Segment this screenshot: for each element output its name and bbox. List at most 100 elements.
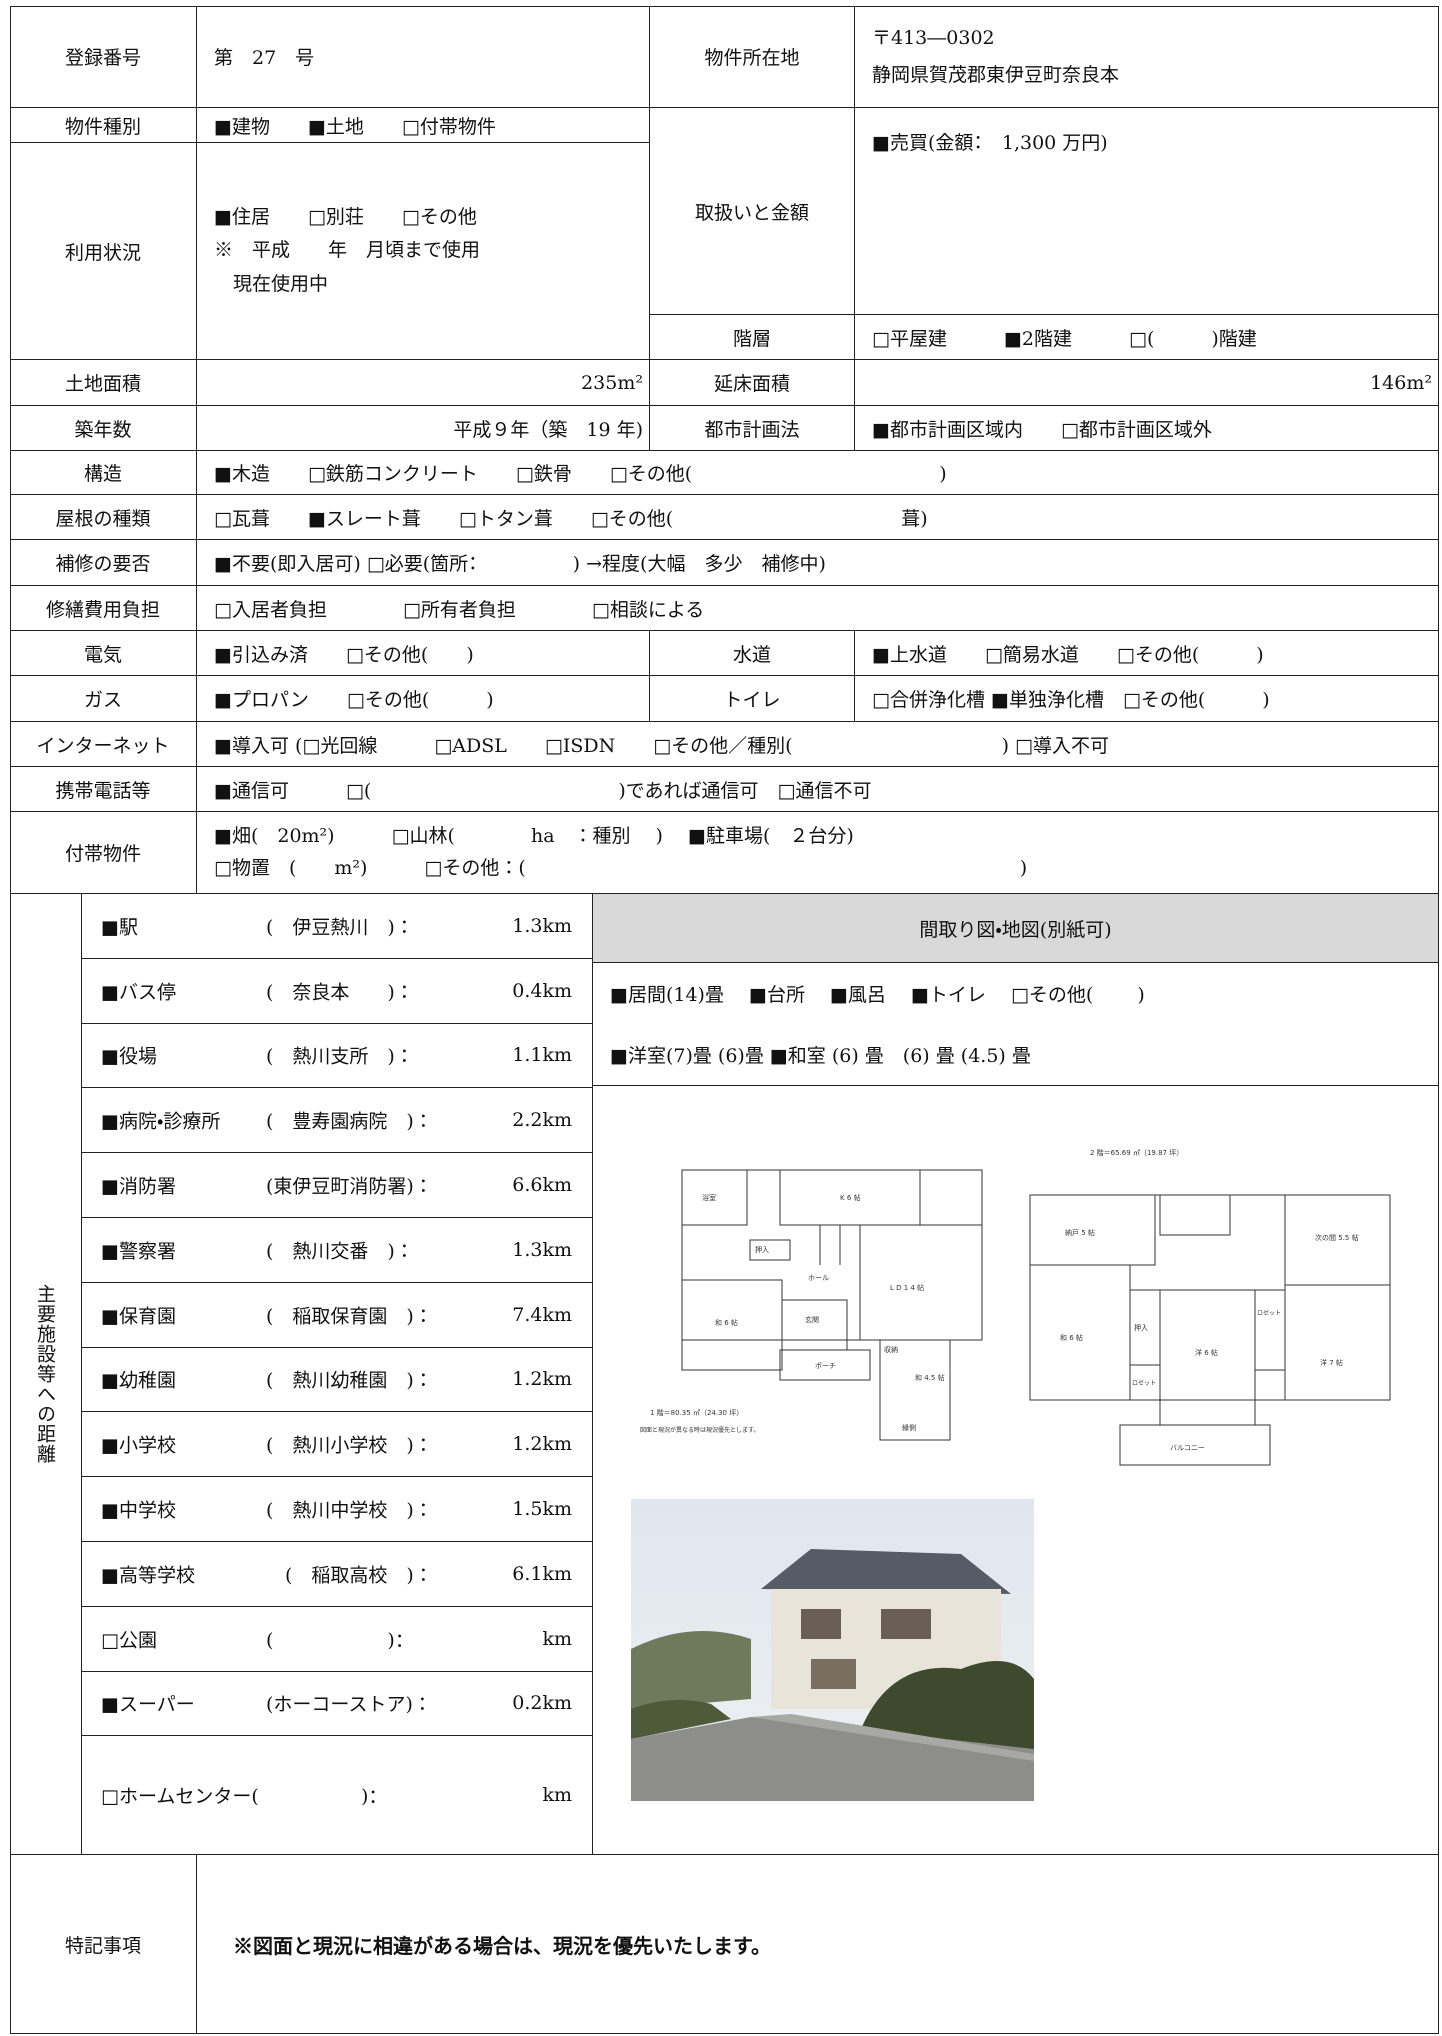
room-label: ロゼット bbox=[1132, 1379, 1156, 1387]
room-label: 収納 bbox=[884, 1345, 898, 1354]
value: ■洋室(7)畳 (6)畳 ■和室 (6) 畳 (6) 畳 (4.5) 畳 bbox=[593, 1024, 1439, 1086]
distance-name: ■病院・診療所 bbox=[101, 1110, 221, 1133]
distance-distance: 1.2km bbox=[512, 1368, 572, 1391]
distance-row: ■警察署 ( 熱川交番 )： 1.3km bbox=[82, 1218, 593, 1283]
distance-row: ■スーパー (ホーコーストア)： 0.2km bbox=[82, 1671, 593, 1737]
value: □瓦葺 ■スレート葺 □トタン葺 □その他( 葺) bbox=[197, 495, 1439, 540]
label: 電気 bbox=[10, 631, 197, 676]
label: 階層 bbox=[650, 315, 855, 360]
distance-name: ■役場 bbox=[101, 1045, 157, 1068]
distance-place: ( 熱川交番 )： bbox=[266, 1240, 414, 1263]
distance-row: ■駅 ( 伊豆熱川 )： 1.3km bbox=[82, 894, 593, 959]
distance-place: ( 稲取保育園 )： bbox=[266, 1305, 433, 1328]
distance-distance: 6.6km bbox=[512, 1174, 572, 1197]
room-label: バルコニー bbox=[1170, 1444, 1205, 1452]
label: 補修の要否 bbox=[10, 540, 197, 586]
caption: 2 階＝65.69 ㎡（19.87 坪） bbox=[1090, 1148, 1183, 1157]
value: 146m² bbox=[855, 360, 1439, 406]
label: 物件種別 bbox=[10, 108, 197, 143]
form-frame bbox=[10, 6, 1439, 2034]
label: 土地面積 bbox=[10, 360, 197, 406]
distance-row: ■中学校 ( 熱川中学校 )： 1.5km bbox=[82, 1477, 593, 1542]
room-label: 次の間 5.5 帖 bbox=[1315, 1233, 1359, 1242]
distance-row: ■病院・診療所 ( 豊寿園病院 )： 2.2km bbox=[82, 1088, 593, 1154]
distance-name: ■警察署 bbox=[101, 1240, 176, 1263]
value: ■住居 □別荘 □その他 ※ 平成 年 月頃まで使用 現在使用中 bbox=[197, 143, 650, 360]
value: ■木造 □鉄筋コンクリート □鉄骨 □その他( ) bbox=[197, 451, 1439, 495]
distance-distance: 2.2km bbox=[512, 1109, 572, 1132]
distance-place: ( 熱川中学校 )： bbox=[266, 1499, 433, 1522]
image-area bbox=[593, 1086, 1439, 1855]
caption: 1 階＝80.35 ㎡（24.30 坪） bbox=[650, 1408, 743, 1417]
room-label: K 6 帖 bbox=[840, 1193, 861, 1202]
distance-name: □ホームセンター( bbox=[101, 1785, 259, 1808]
label: 付帯物件 bbox=[10, 812, 197, 894]
line: ※ 平成 年 月頃まで使用 bbox=[214, 239, 481, 262]
distance-name: ■消防署 bbox=[101, 1175, 176, 1198]
distance-name: ■保育園 bbox=[101, 1305, 176, 1328]
address: 静岡県賀茂郡東伊豆町奈良本 bbox=[872, 63, 1120, 86]
distance-name: ■駅 bbox=[101, 916, 138, 939]
label: 利用状況 bbox=[10, 143, 197, 360]
value: 平成９年（築 19 年) bbox=[197, 406, 650, 451]
vertical-label: 主要施設等への距離 bbox=[10, 894, 82, 1855]
value: ■通信可 □( )であれば通信可 □通信不可 bbox=[197, 767, 1439, 812]
distance-name: ■高等学校 bbox=[101, 1564, 195, 1587]
line: ■畑( 20m²) □山林( ha ：種別 ) ■駐車場( ２台分) bbox=[214, 825, 854, 848]
value: □入居者負担 □所有者負担 □相談による bbox=[197, 586, 1439, 631]
room-label: ポーチ bbox=[815, 1362, 836, 1370]
room-label: 洋 6 帖 bbox=[1195, 1348, 1218, 1357]
distance-distance: km bbox=[542, 1784, 572, 1807]
label: 登録番号 bbox=[10, 6, 197, 108]
distance-distance: 1.3km bbox=[512, 914, 572, 937]
distance-row: □公園 ( )： km bbox=[82, 1606, 593, 1672]
distance-row: ■高等学校 ( 稲取高校 )： 6.1km bbox=[82, 1542, 593, 1607]
postal: 〒413―0302 bbox=[872, 27, 995, 50]
value: 〒413―0302 静岡県賀茂郡東伊豆町奈良本 bbox=[855, 6, 1439, 108]
note: 図面と現況が異なる時は現況優先とします。 bbox=[640, 1426, 759, 1434]
label: ガス bbox=[10, 676, 197, 722]
distance-place: )： bbox=[266, 1785, 388, 1808]
distance-distance: 1.1km bbox=[512, 1044, 572, 1067]
room-label: ロゼット bbox=[1257, 1309, 1281, 1317]
distance-name: ■小学校 bbox=[101, 1434, 176, 1457]
value: ■引込み済 □その他( ) bbox=[197, 631, 650, 676]
room-label: 和 4.5 帖 bbox=[915, 1373, 945, 1382]
distance-distance: 0.4km bbox=[512, 979, 572, 1002]
line: □物置 ( m²) □その他：( ) bbox=[214, 856, 1028, 879]
value: ■都市計画区域内 □都市計画区域外 bbox=[855, 406, 1439, 451]
distance-row: □ホームセンター( )： km bbox=[82, 1736, 593, 1855]
label: 取扱いと金額 bbox=[650, 108, 855, 315]
label: 延床面積 bbox=[650, 360, 855, 406]
label: 屋根の種類 bbox=[10, 495, 197, 540]
distance-row: ■バス停 ( 奈良本 )： 0.4km bbox=[82, 958, 593, 1024]
value: 235m² bbox=[197, 360, 650, 406]
value: ■上水道 □簡易水道 □その他( ) bbox=[855, 631, 1439, 676]
distance-place: (東伊豆町消防署)： bbox=[266, 1175, 433, 1198]
room-label: 押入 bbox=[755, 1245, 769, 1254]
remarks-text: ※図面と現況に相違がある場合は、現況を優先いたします。 bbox=[197, 1855, 1439, 2034]
distance-distance: 7.4km bbox=[512, 1303, 572, 1326]
value: ■プロパン □その他( ) bbox=[197, 676, 650, 722]
distance-distance: 6.1km bbox=[512, 1562, 572, 1585]
distance-name: □公園 bbox=[101, 1629, 157, 1652]
label: 特記事項 bbox=[10, 1855, 197, 2034]
distance-row: ■保育園 ( 稲取保育園 )： 7.4km bbox=[82, 1282, 593, 1348]
distance-place: ( 熱川幼稚園 )： bbox=[266, 1369, 433, 1392]
distance-place: ( 熱川小学校 )： bbox=[266, 1434, 433, 1457]
label: 都市計画法 bbox=[650, 406, 855, 451]
label: 築年数 bbox=[10, 406, 197, 451]
line: 現在使用中 bbox=[214, 272, 329, 295]
room-label: 縁側 bbox=[902, 1423, 916, 1432]
distance-distance: 1.5km bbox=[512, 1498, 572, 1521]
distance-row: ■消防署 (東伊豆町消防署)： 6.6km bbox=[82, 1153, 593, 1218]
distance-name: ■幼稚園 bbox=[101, 1369, 176, 1392]
value: ■居間(14)畳 ■台所 ■風呂 ■トイレ □その他( ) bbox=[593, 963, 1439, 1024]
distance-place: ( )： bbox=[266, 1629, 414, 1652]
distance-row: ■幼稚園 ( 熱川幼稚園 )： 1.2km bbox=[82, 1347, 593, 1413]
value: 第 27 号 bbox=[197, 6, 650, 108]
room-label: 浴室 bbox=[702, 1193, 716, 1202]
value: ■売買(金額： 1,300 万円) bbox=[855, 108, 1439, 315]
distance-place: ( 稲取高校 )： bbox=[266, 1564, 433, 1587]
